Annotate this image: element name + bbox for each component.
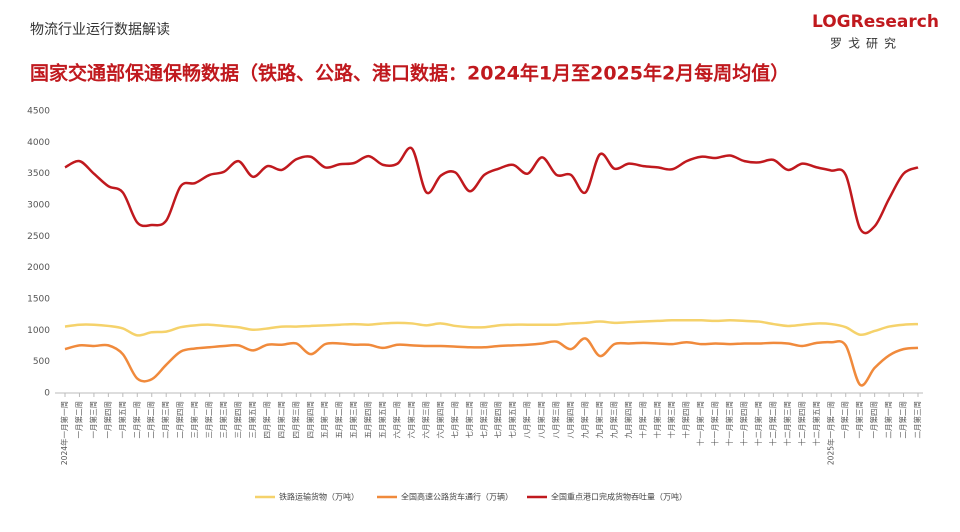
x-tick-label: 十一月第四周 — [739, 401, 749, 446]
series-line — [64, 319, 919, 337]
x-tick-label: 五月第三周 — [348, 401, 358, 439]
x-tick-label: 七月第五周 — [507, 401, 517, 439]
x-tick-label: 三月第五周 — [247, 401, 257, 439]
y-tick-label: 0 — [44, 389, 50, 399]
x-tick-label: 十月第四周 — [681, 401, 691, 439]
chart-title: 国家交通部保通保畅数据（铁路、公路、港口数据：2024年1月至2025年2月每周… — [30, 62, 789, 85]
x-tick-label: 六月第四周 — [435, 401, 445, 439]
x-tick-label: 一月第四周 — [869, 401, 879, 439]
legend-label: 全国高速公路货车通行（万辆） — [401, 492, 513, 502]
x-tick-label: 九月第四周 — [623, 401, 633, 439]
x-tick-label: 十二月第二周 — [767, 401, 777, 446]
x-tick-label: 七月第一周 — [449, 401, 459, 439]
x-tick-label: 三月第三周 — [218, 401, 228, 439]
logo-sub: 罗戈研究 — [830, 36, 902, 51]
x-tick-label: 2025年一月第一周 — [825, 401, 835, 465]
x-tick-label: 六月第二周 — [406, 401, 416, 439]
y-tick-label: 4500 — [27, 107, 50, 117]
x-tick-label: 一月第三周 — [88, 401, 98, 439]
y-tick-label: 3000 — [27, 201, 50, 211]
x-tick-label: 一月第二周 — [840, 401, 850, 439]
x-tick-label: 六月第一周 — [392, 401, 402, 439]
x-tick-label: 四月第三周 — [290, 401, 300, 439]
legend-label: 全国重点港口完成货物吞吐量（万吨） — [551, 492, 687, 502]
x-tick-label: 五月第一周 — [319, 401, 329, 439]
x-tick-label: 十二月第四周 — [796, 401, 806, 446]
x-tick-label: 一月第二周 — [73, 401, 83, 439]
x-tick-label: 二月第一周 — [883, 401, 893, 439]
x-tick-label: 十一月第一周 — [695, 401, 705, 446]
x-tick-label: 八月第一周 — [522, 401, 532, 439]
x-tick-label: 十二月第五周 — [811, 401, 821, 446]
x-tick-label: 八月第三周 — [551, 401, 561, 439]
x-tick-label: 九月第三周 — [608, 401, 618, 439]
x-tick-label: 十月第二周 — [652, 401, 662, 439]
x-tick-label: 十一月第二周 — [710, 401, 720, 446]
x-tick-label: 六月第三周 — [420, 401, 430, 439]
x-tick-label: 二月第三周 — [160, 401, 170, 439]
x-tick-label: 八月第二周 — [536, 401, 546, 439]
x-tick-label: 四月第一周 — [261, 401, 271, 439]
x-tick-label: 一月第四周 — [102, 401, 112, 439]
x-tick-label: 二月第三周 — [912, 401, 922, 439]
y-tick-label: 3500 — [27, 169, 50, 179]
x-tick-label: 十月第一周 — [637, 401, 647, 439]
x-tick-label: 三月第四周 — [232, 401, 242, 439]
x-tick-label: 四月第四周 — [305, 401, 315, 439]
x-tick-label: 二月第二周 — [146, 401, 156, 439]
series-line — [64, 337, 919, 387]
x-tick-label: 2024年一月第一周 — [59, 401, 69, 465]
x-tick-label: 九月第一周 — [579, 401, 589, 439]
y-tick-label: 1500 — [27, 295, 50, 305]
x-tick-label: 十二月第三周 — [782, 401, 792, 446]
x-tick-label: 七月第三周 — [478, 401, 488, 439]
x-tick-label: 八月第四周 — [565, 401, 575, 439]
series-line — [64, 146, 919, 235]
y-tick-label: 500 — [33, 357, 50, 367]
y-tick-label: 4000 — [27, 138, 50, 148]
x-tick-label: 五月第五周 — [377, 401, 387, 439]
x-tick-label: 十二月第一周 — [753, 401, 763, 446]
x-tick-label: 七月第四周 — [493, 401, 503, 439]
logo: LOGResearch — [812, 12, 939, 32]
x-tick-label: 四月第二周 — [276, 401, 286, 439]
legend-label: 铁路运输货物（万吨） — [279, 492, 359, 502]
x-tick-label: 二月第二周 — [898, 401, 908, 439]
x-tick-label: 二月第四周 — [175, 401, 185, 439]
x-tick-label: 一月第五周 — [117, 401, 127, 439]
x-tick-label: 五月第二周 — [334, 401, 344, 439]
y-tick-label: 2500 — [27, 232, 50, 242]
y-tick-label: 2000 — [27, 263, 50, 273]
header: 物流行业运行数据解读 — [30, 21, 170, 38]
x-tick-label: 十一月第三周 — [724, 401, 734, 446]
x-tick-label: 三月第一周 — [189, 401, 199, 439]
x-tick-label: 一月第三周 — [854, 401, 864, 439]
x-tick-label: 三月第二周 — [204, 401, 214, 439]
x-tick-label: 九月第二周 — [594, 401, 604, 439]
x-tick-label: 二月第一周 — [131, 401, 141, 439]
y-tick-label: 1000 — [27, 326, 50, 336]
x-tick-label: 十月第三周 — [666, 401, 676, 439]
x-tick-label: 七月第二周 — [464, 401, 474, 439]
x-tick-label: 五月第四周 — [363, 401, 373, 439]
